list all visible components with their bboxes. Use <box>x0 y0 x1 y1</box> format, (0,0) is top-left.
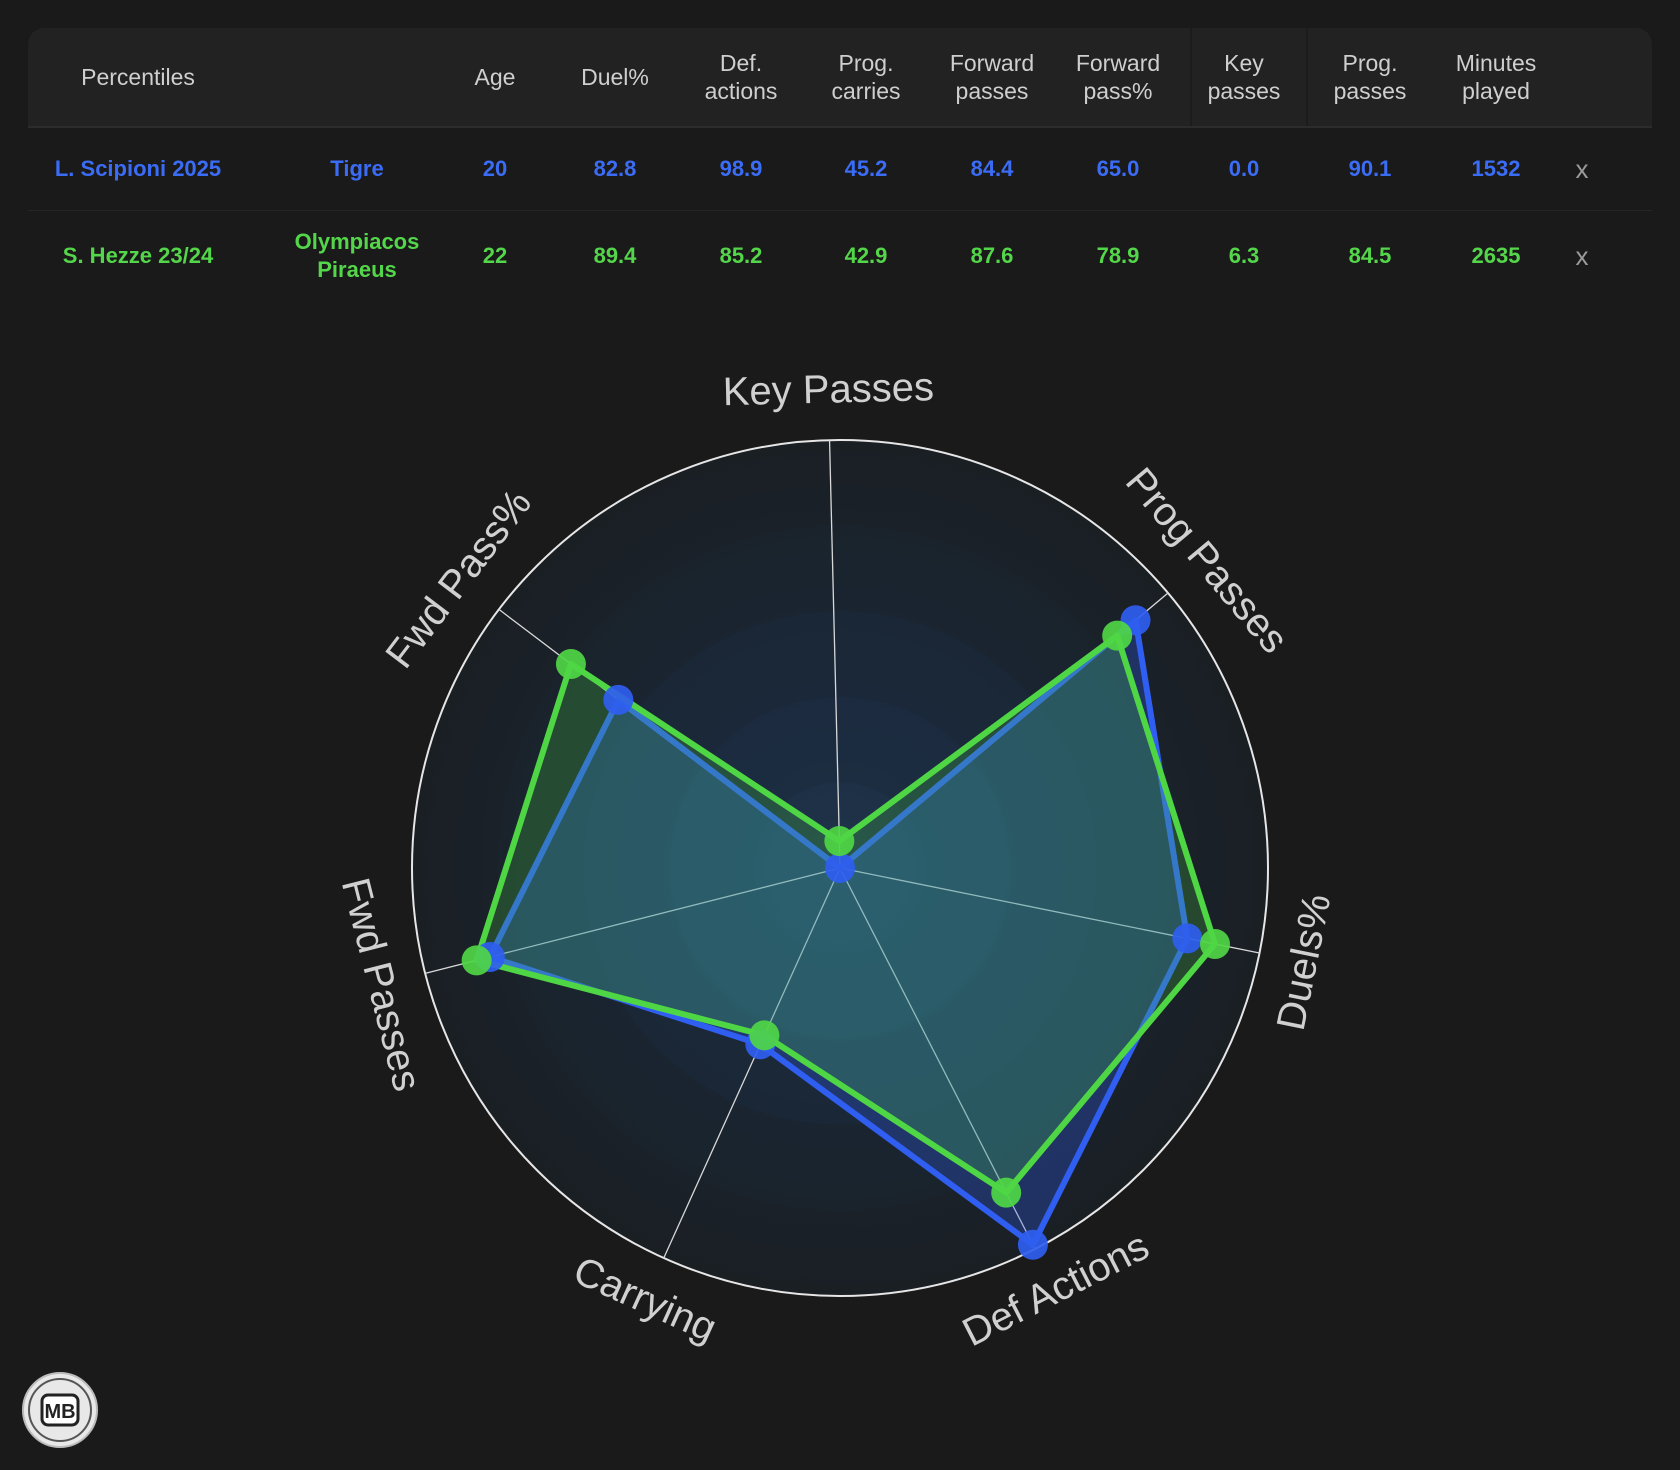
data-point-l-scipioni-2025-def-actions[interactable] <box>1017 1229 1048 1260</box>
stat-cell-def-actions: 85.2 <box>719 243 763 268</box>
table-body: L. Scipioni 2025 Tigre 20 82.8 98.9 45.2 84.4 6… <box>28 128 1652 301</box>
column-header-prog-carries[interactable]: Prog. carries <box>831 50 901 104</box>
stat-cell-forward-passes: 87.6 <box>970 243 1014 268</box>
column-divider <box>1306 28 1308 126</box>
stat-cell-prog-passes: 84.5 <box>1348 243 1392 268</box>
table-header: Percentiles Age Duel% Def. actions Prog. car… <box>28 28 1652 128</box>
stat-cell-prog-passes: 90.1 <box>1348 156 1392 181</box>
column-header-duel[interactable]: Duel% <box>581 64 649 90</box>
stat-cell-key-passes: 0.0 <box>1228 156 1260 181</box>
column-header-percentiles: Percentiles <box>81 64 195 90</box>
stat-cell-duel: 89.4 <box>593 243 637 268</box>
axis-line-carrying <box>663 867 841 1259</box>
player-name[interactable]: L. Scipioni 2025 <box>54 156 222 181</box>
column-divider <box>1190 28 1192 126</box>
data-point-l-scipioni-2025-key-passes[interactable] <box>825 853 855 883</box>
player-name[interactable]: S. Hezze 23/24 <box>62 243 214 268</box>
data-point-s-hezze-23-24-def-actions[interactable] <box>991 1177 1022 1208</box>
column-header-forward-pass[interactable]: Forward pass% <box>1075 50 1161 104</box>
stat-cell-prog-carries: 42.9 <box>844 243 888 268</box>
data-point-s-hezze-23-24-prog-passes[interactable] <box>1102 620 1133 651</box>
stat-cell-minutes-played: 2635 <box>1471 243 1521 268</box>
stat-cell-forward-pass: 65.0 <box>1096 156 1140 181</box>
team-name: Tigre <box>330 156 384 181</box>
data-point-s-hezze-23-24-duels[interactable] <box>1200 929 1231 960</box>
stat-cell-forward-pass: 78.9 <box>1096 243 1140 268</box>
mb-logo: MB <box>20 1370 100 1450</box>
column-header-minutes-played[interactable]: Minutes played <box>1455 50 1537 104</box>
data-point-l-scipioni-2025-fwd-pass[interactable] <box>603 684 634 715</box>
column-header-prog-passes[interactable]: Prog. passes <box>1333 50 1407 104</box>
remove-player-button[interactable]: x <box>1575 154 1589 184</box>
data-point-l-scipioni-2025-duels[interactable] <box>1172 923 1203 954</box>
stat-cell-duel: 82.8 <box>593 156 637 181</box>
stat-cell-minutes-played: 1532 <box>1471 156 1521 181</box>
series-area-s-hezze-23-24 <box>473 632 1219 1196</box>
stat-cell-forward-passes: 84.4 <box>970 156 1014 181</box>
stat-cell-age: 22 <box>482 243 508 268</box>
table-row: L. Scipioni 2025 Tigre 20 82.8 98.9 45.2 84.4 6… <box>28 128 1652 211</box>
column-header-def-actions[interactable]: Def. actions <box>704 50 778 104</box>
stat-cell-key-passes: 6.3 <box>1228 243 1260 268</box>
stat-cell-def-actions: 98.9 <box>719 156 763 181</box>
stat-cell-prog-carries: 45.2 <box>844 156 888 181</box>
comparison-table: Percentiles Age Duel% Def. actions Prog. car… <box>28 28 1652 301</box>
data-point-s-hezze-23-24-key-passes[interactable] <box>824 826 855 857</box>
column-header-age[interactable]: Age <box>474 64 516 90</box>
table-row: S. Hezze 23/24 Olympiacos Piraeus 22 89.4 85… <box>28 211 1652 301</box>
stat-cell-age: 20 <box>482 156 508 181</box>
column-header-forward-passes[interactable]: Forward passes <box>949 50 1035 104</box>
svg-text:MB: MB <box>44 1401 75 1423</box>
series-area-l-scipioni-2025 <box>486 617 1191 1248</box>
axis-line-key-passes <box>828 440 841 869</box>
axis-label-key-passes: Key Passes <box>722 365 934 414</box>
radar-series <box>461 605 1231 1260</box>
remove-player-button[interactable]: x <box>1575 241 1589 271</box>
data-point-s-hezze-23-24-fwd-passes[interactable] <box>461 945 492 976</box>
data-point-s-hezze-23-24-carrying[interactable] <box>749 1020 780 1051</box>
team-name: Olympiacos Piraeus <box>294 229 420 282</box>
column-header-key-passes[interactable]: Key passes <box>1207 50 1281 104</box>
data-point-s-hezze-23-24-fwd-pass[interactable] <box>555 648 586 679</box>
axis-label-duels: Duels% <box>1269 890 1340 1034</box>
